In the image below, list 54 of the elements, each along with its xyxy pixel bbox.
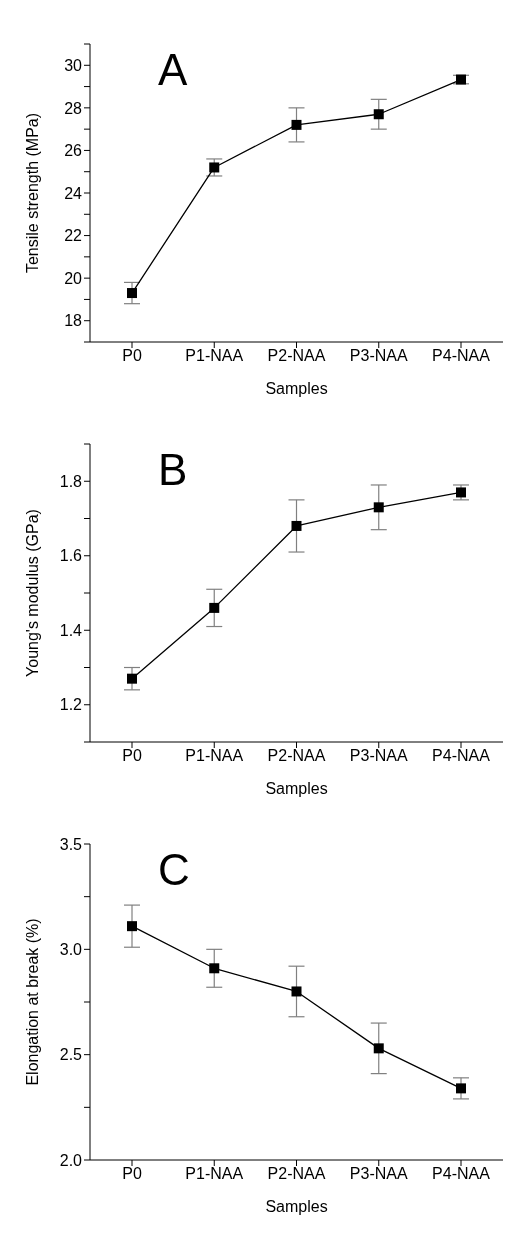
y-tick-label: 1.6: [59, 547, 83, 565]
y-tick-label: 2.0: [59, 1151, 83, 1169]
x-tick-label: P1-NAA: [185, 1165, 244, 1183]
x-tick-label: P0: [122, 747, 142, 765]
x-tick-label: P0: [122, 347, 142, 365]
point: [456, 1083, 466, 1094]
y-tick-label: 24: [64, 184, 83, 202]
y-tick-label: 1.8: [59, 472, 83, 490]
y-axis-title: Tensile strength (MPa): [23, 112, 41, 274]
y-tick-label: 28: [64, 99, 83, 117]
y-tick-label: 3.5: [59, 835, 83, 853]
point: [127, 921, 137, 932]
point: [127, 673, 137, 684]
x-axis-title: Samples: [265, 1198, 328, 1215]
point: [291, 119, 302, 130]
y-tick-label: 18: [64, 312, 83, 330]
point: [209, 602, 220, 613]
point: [456, 74, 466, 85]
x-tick-label: P3-NAA: [349, 1165, 408, 1183]
y-tick-label: 22: [64, 227, 83, 245]
y-tick-label: 26: [64, 142, 83, 160]
chart-title: B: [158, 445, 188, 494]
point: [209, 963, 220, 974]
point: [373, 109, 384, 120]
point: [373, 502, 384, 513]
y-tick-label: 1.4: [59, 621, 83, 639]
chart-title: A: [158, 45, 188, 94]
y-tick-label: 1.2: [59, 696, 83, 714]
point: [127, 288, 137, 299]
y-axis-title: Young's modulus (GPa): [23, 509, 41, 677]
x-axis-title: Samples: [265, 780, 328, 797]
x-tick-label: P1-NAA: [185, 747, 244, 765]
y-tick-label: 20: [64, 269, 83, 287]
point: [291, 520, 302, 531]
point: [456, 487, 466, 498]
x-tick-label: P0: [122, 1165, 142, 1183]
x-axis-title: Samples: [265, 380, 328, 397]
y-axis-title: Elongation at break (%): [23, 918, 41, 1086]
y-tick-label: 2.5: [59, 1046, 83, 1064]
x-tick-label: P3-NAA: [349, 347, 408, 365]
x-tick-label: P4-NAA: [432, 1165, 491, 1183]
x-tick-label: P2-NAA: [267, 1165, 326, 1183]
x-tick-label: P4-NAA: [432, 347, 491, 365]
x-tick-label: P3-NAA: [349, 747, 408, 765]
y-tick-label: 3.0: [59, 941, 83, 959]
point: [373, 1043, 384, 1054]
x-tick-label: P2-NAA: [267, 747, 326, 765]
x-tick-label: P4-NAA: [432, 747, 491, 765]
x-tick-label: P1-NAA: [185, 347, 244, 365]
y-tick-label: 30: [64, 56, 83, 74]
point: [209, 162, 220, 173]
point: [291, 986, 302, 997]
chart-title: C: [158, 845, 190, 894]
x-tick-label: P2-NAA: [267, 347, 326, 365]
